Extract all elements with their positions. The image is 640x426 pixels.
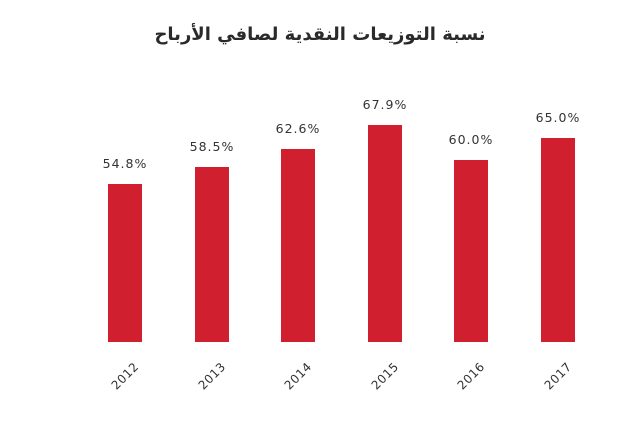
bar-2012 [108,184,142,342]
value-label-2013: 58.5% [189,139,235,154]
chart-title: نسبة التوزيعات النقدية لصافي الأرباح [154,24,486,45]
bar-2017 [541,138,575,342]
value-label-2017: 65.0% [535,110,581,125]
x-tick-2014: 2014 [281,359,315,393]
bar-2015 [368,125,402,342]
x-tick-2016: 2016 [454,359,488,393]
value-label-2016: 60.0% [448,132,494,147]
x-tick-2017: 2017 [541,359,575,393]
bar-2013 [195,167,229,342]
x-tick-2013: 2013 [195,359,229,393]
bar-2014 [281,149,315,342]
value-label-2015: 67.9% [362,97,408,112]
bar-2016 [454,160,488,342]
x-tick-2012: 2012 [108,359,142,393]
x-tick-2015: 2015 [368,359,402,393]
value-label-2012: 54.8% [102,156,148,171]
value-label-2014: 62.6% [275,121,321,136]
